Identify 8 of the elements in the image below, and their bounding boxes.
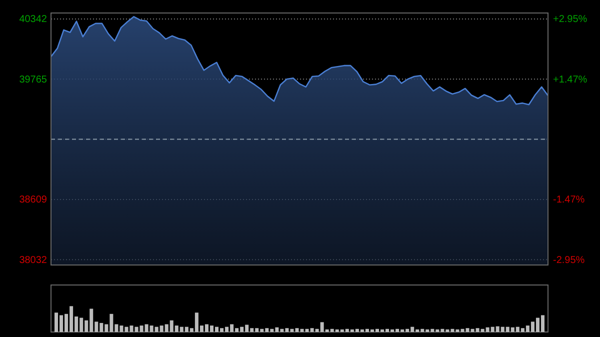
y-tick-label: 40342	[19, 14, 48, 26]
y-tick-label: 39765	[19, 74, 48, 86]
y2-tick-label: +2.95%	[553, 14, 588, 26]
y-tick-label: 38032	[19, 254, 48, 266]
y2-tick-label: +1.47%	[553, 74, 588, 86]
y2-tick-label: -1.47%	[553, 194, 585, 206]
y2-tick-label: -2.95%	[553, 254, 585, 266]
y-tick-label: 38609	[19, 194, 48, 206]
